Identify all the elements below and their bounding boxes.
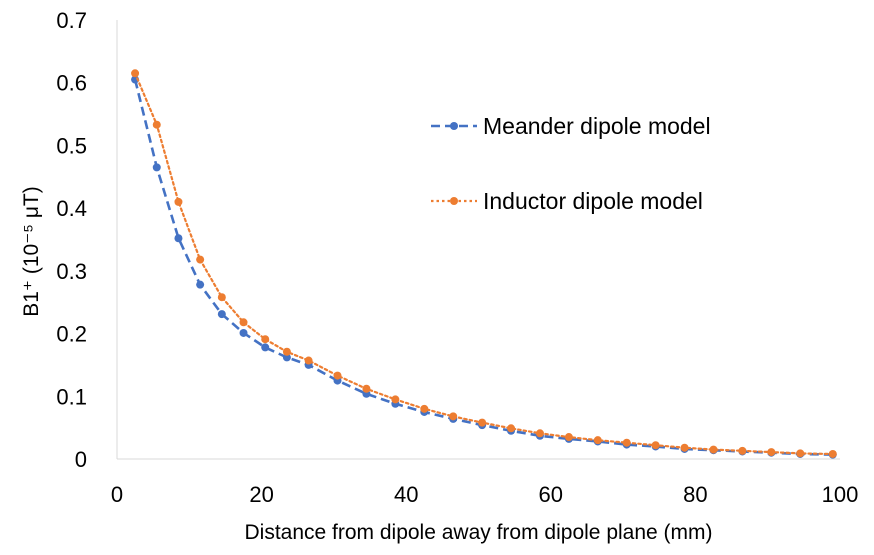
data-point — [738, 446, 747, 455]
data-point — [333, 371, 342, 380]
data-point — [709, 445, 718, 454]
data-point — [261, 335, 270, 344]
data-point — [174, 234, 183, 243]
x-tick-labels: 0 20 40 60 80 100 — [111, 482, 858, 507]
x-tick-label: 20 — [249, 482, 273, 507]
x-tick-label: 60 — [539, 482, 563, 507]
data-point — [304, 356, 313, 365]
data-point — [767, 448, 776, 457]
data-point — [828, 449, 837, 458]
data-point — [564, 433, 573, 442]
legend-item: Inductor dipole model — [431, 188, 703, 214]
data-point — [217, 293, 226, 302]
data-point — [478, 418, 487, 427]
legend-marker — [450, 197, 458, 205]
data-point — [651, 441, 660, 450]
data-point — [261, 343, 270, 352]
data-point — [680, 443, 689, 452]
data-point — [174, 197, 183, 206]
data-point — [282, 353, 291, 362]
legend: Meander dipole model Inductor dipole mode… — [431, 113, 711, 214]
data-point — [362, 384, 371, 393]
legend-label: Meander dipole model — [483, 113, 711, 139]
y-tick-label: 0.1 — [56, 384, 87, 409]
data-point — [152, 120, 161, 129]
y-tick-label: 0.7 — [56, 8, 87, 33]
data-point — [239, 328, 248, 337]
x-tick-label: 40 — [394, 482, 418, 507]
y-tick-labels: 0 0.1 0.2 0.3 0.4 0.5 0.6 0.7 — [56, 8, 87, 472]
legend-item: Meander dipole model — [431, 113, 711, 139]
x-axis-title: Distance from dipole away from dipole pl… — [244, 521, 712, 544]
x-tick-label: 0 — [111, 482, 123, 507]
data-point — [593, 436, 602, 445]
x-tick-label: 100 — [822, 482, 859, 507]
data-point — [217, 310, 226, 319]
data-point — [449, 412, 458, 421]
data-point — [152, 163, 161, 172]
data-point — [196, 255, 205, 264]
data-point — [391, 395, 400, 404]
y-tick-label: 0.5 — [56, 133, 87, 158]
data-point — [239, 318, 248, 327]
data-point — [282, 347, 291, 356]
data-point — [796, 449, 805, 458]
data-point — [196, 280, 205, 289]
series-2 — [131, 69, 837, 458]
y-axis-title: B1⁺ (10⁻⁵ μT) — [20, 186, 43, 317]
data-point — [535, 429, 544, 438]
y-tick-label: 0 — [75, 447, 87, 472]
data-point — [507, 424, 516, 433]
legend-marker — [450, 122, 458, 130]
legend-label: Inductor dipole model — [483, 188, 703, 214]
y-tick-label: 0.6 — [56, 71, 87, 96]
data-point — [131, 69, 140, 78]
y-tick-label: 0.4 — [56, 196, 87, 221]
y-tick-label: 0.2 — [56, 322, 87, 347]
y-tick-label: 0.3 — [56, 259, 87, 284]
data-point — [622, 438, 631, 447]
series-group — [131, 69, 837, 459]
x-tick-label: 80 — [683, 482, 707, 507]
data-point — [420, 404, 429, 413]
